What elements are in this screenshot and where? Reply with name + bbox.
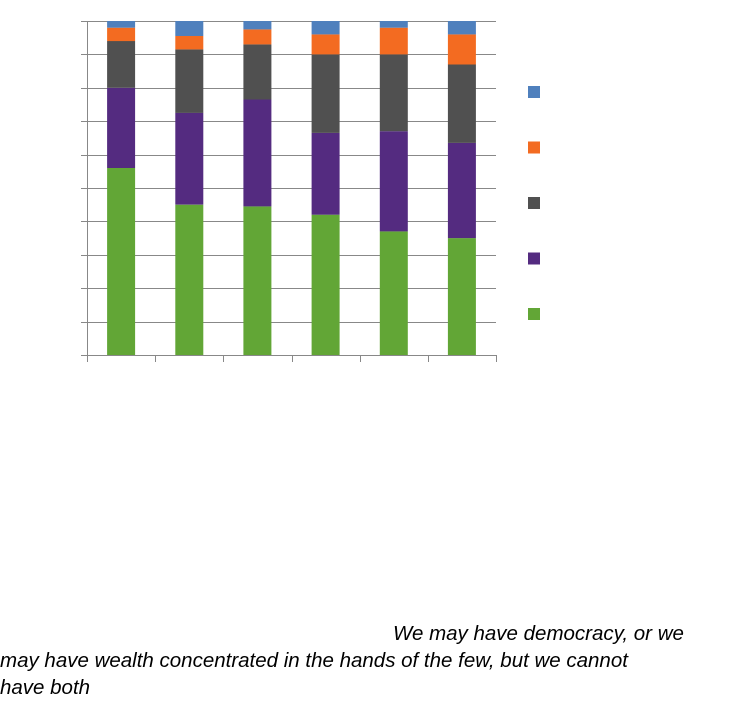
bar-segment-2: [107, 41, 136, 88]
bar-segment-1: [243, 99, 272, 207]
bar-segment-4: [447, 21, 476, 35]
bar-segment-4: [311, 21, 340, 35]
bar-segment-2: [379, 54, 408, 132]
quote-line-2: may have wealth concentrated in the hand…: [0, 649, 628, 672]
legend-swatch-4: [528, 86, 540, 98]
bar-segment-0: [447, 238, 476, 355]
quote-line-3: have both: [0, 676, 91, 699]
bar-segment-0: [243, 206, 272, 355]
bar-segment-1: [175, 112, 204, 205]
bar-segment-1: [311, 132, 340, 215]
legend-swatch-1: [528, 252, 540, 265]
bar-segment-4: [175, 21, 204, 36]
legend: [528, 86, 540, 320]
bar-segment-2: [447, 64, 476, 143]
legend-swatch-3: [528, 141, 540, 154]
legend-swatch-0: [528, 308, 540, 320]
bar-segment-3: [175, 36, 204, 50]
bar-segment-3: [311, 34, 340, 55]
bar-segment-3: [243, 29, 272, 45]
bar-segment-0: [311, 214, 340, 355]
quote-text: We may have democracy, or we may have we…: [0, 620, 739, 701]
bar-segment-0: [379, 231, 408, 355]
quote-line-1: We may have democracy, or we: [393, 622, 684, 645]
bar-segment-0: [107, 168, 136, 355]
bar-segment-4: [107, 21, 136, 28]
axes: [81, 21, 497, 362]
bar-segment-4: [243, 21, 272, 30]
bar-segment-2: [175, 49, 204, 113]
bar-segment-0: [175, 204, 204, 355]
bar-segment-4: [379, 21, 408, 28]
gridlines: [87, 21, 496, 323]
bar-segment-3: [447, 34, 476, 65]
bar-segment-1: [107, 87, 136, 168]
bar-segment-2: [243, 44, 272, 100]
bar-segment-2: [311, 54, 340, 133]
legend-swatch-2: [528, 197, 540, 209]
bar-segment-3: [107, 27, 136, 42]
bar-segment-1: [447, 142, 476, 239]
bars: [107, 21, 476, 355]
stacked-bar-chart: [81, 21, 540, 362]
bar-segment-1: [379, 131, 408, 232]
bar-segment-3: [379, 27, 408, 55]
